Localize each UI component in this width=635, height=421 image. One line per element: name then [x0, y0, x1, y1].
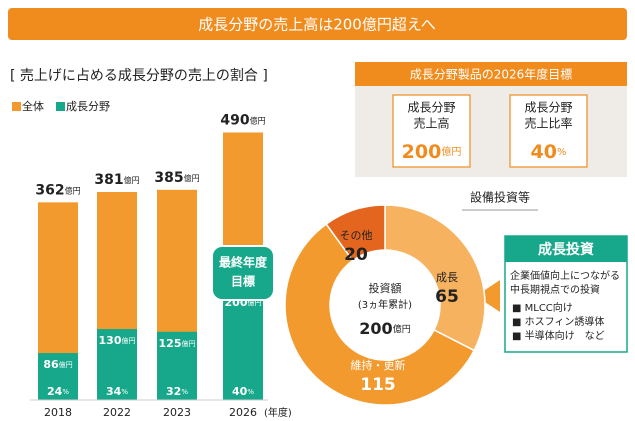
donut-slice — [284, 223, 476, 406]
share-label: 40% — [232, 385, 254, 398]
share-label-number: 34 — [106, 385, 122, 398]
target-value-unit: % — [557, 147, 567, 158]
growth-label-unit: 億円 — [247, 298, 261, 307]
growth-title: 成長投資 — [538, 241, 594, 258]
share-label-number: 32 — [166, 385, 181, 398]
pointer-arrow — [476, 280, 500, 312]
x-tick-label: 2026 — [229, 406, 257, 419]
growth-label-number: 125 — [159, 337, 182, 350]
target-label: 売上高 — [413, 116, 449, 131]
x-tick-label: 2023 — [163, 406, 191, 419]
target-value: 40% — [531, 141, 567, 163]
share-label-number: 24 — [47, 385, 63, 398]
target-value-number: 40 — [531, 141, 557, 163]
growth-label: 125億円 — [159, 337, 196, 350]
total-label-unit: 億円 — [124, 174, 140, 184]
growth-label-number: 86 — [43, 358, 59, 371]
growth-header — [505, 236, 627, 262]
growth-bullet: ■ 半導体向け など — [512, 329, 605, 342]
share-label-number: 40 — [232, 385, 248, 398]
growth-line: 企業価値向上につながる — [510, 269, 620, 282]
share-label-unit: % — [62, 388, 69, 396]
total-label: 381億円 — [94, 172, 139, 188]
growth-label: 130億円 — [99, 334, 136, 347]
donut-slice — [384, 204, 486, 352]
target-value-unit: 億円 — [441, 145, 461, 158]
legend-swatch — [12, 102, 21, 111]
center-total-number: 200 — [359, 319, 392, 338]
growth-label: 86億円 — [43, 358, 72, 371]
pie-title: 設備投資等 — [470, 190, 530, 205]
x-tick-label: 2022 — [103, 406, 131, 419]
banner-title: 成長分野の売上高は200億円超えへ — [198, 16, 436, 34]
target-label: 成長分野 — [407, 101, 455, 115]
total-label-unit: 億円 — [184, 172, 200, 182]
bar-growth — [157, 331, 197, 400]
slice-name: 維持・更新 — [351, 358, 406, 372]
legend-swatch — [56, 102, 65, 111]
center-total-unit: 億円 — [393, 323, 411, 335]
slice-value: 20 — [344, 245, 368, 265]
bar-growth — [97, 329, 137, 400]
target-value: 200億円 — [402, 141, 462, 163]
annotation-text: 目標 — [231, 274, 255, 289]
total-label: 490億円 — [220, 112, 265, 128]
total-label-unit: 億円 — [65, 185, 81, 195]
share-label-unit: % — [181, 388, 188, 396]
growth-label-unit: 億円 — [121, 336, 135, 345]
center-total: 200億円 — [359, 319, 410, 338]
annotation-box — [211, 245, 275, 301]
legend-label: 成長分野 — [66, 100, 110, 113]
total-label-number: 381 — [94, 172, 123, 188]
growth-line: 中長期視点での投資 — [510, 283, 600, 296]
growth-label-unit: 億円 — [181, 339, 195, 348]
target-card — [509, 94, 588, 168]
share-label-unit: % — [121, 388, 128, 396]
target-card — [392, 94, 471, 168]
target-label: 成長分野 — [524, 101, 572, 115]
bar-growth — [223, 290, 263, 400]
bar-title: [ 売上げに占める成長分野の売上の割合 ] — [10, 67, 268, 84]
total-label-number: 490 — [220, 112, 249, 128]
slice-value: 65 — [435, 287, 459, 307]
slice-name: その他 — [340, 229, 373, 242]
x-tick-label: 2018 — [44, 406, 72, 419]
donut-slice — [325, 204, 386, 262]
growth-label-number: 130 — [99, 334, 122, 347]
growth-bullet: ■ MLCC向け — [512, 301, 573, 314]
total-label-unit: 億円 — [250, 115, 266, 125]
target-label: 売上比率 — [524, 116, 572, 131]
share-label: 34% — [106, 385, 128, 398]
total-label-number: 385 — [154, 170, 183, 186]
legend-label: 全体 — [22, 99, 44, 113]
target-title: 成長分野製品の2026年度目標 — [410, 67, 573, 82]
banner — [8, 8, 627, 40]
slice-name: 成長 — [436, 271, 458, 284]
growth-label-unit: 億円 — [59, 360, 73, 369]
total-label: 385億円 — [154, 170, 199, 186]
annotation-text: 最終年度 — [219, 255, 268, 270]
target-value-number: 200 — [402, 141, 442, 163]
center-text: 投資額 — [369, 281, 402, 295]
x-axis-unit: (年度) — [264, 406, 292, 419]
total-label-number: 362 — [35, 182, 64, 198]
share-label: 32% — [166, 385, 188, 398]
growth-bullet: ■ ホスフィン誘導体 — [512, 315, 604, 328]
total-label: 362億円 — [35, 182, 80, 198]
center-text: (3ヵ年累計) — [358, 298, 412, 311]
share-label-unit: % — [247, 388, 254, 396]
target-header — [355, 62, 627, 86]
slice-value: 115 — [360, 375, 396, 395]
bar-growth — [38, 353, 78, 400]
share-label: 24% — [47, 385, 69, 398]
